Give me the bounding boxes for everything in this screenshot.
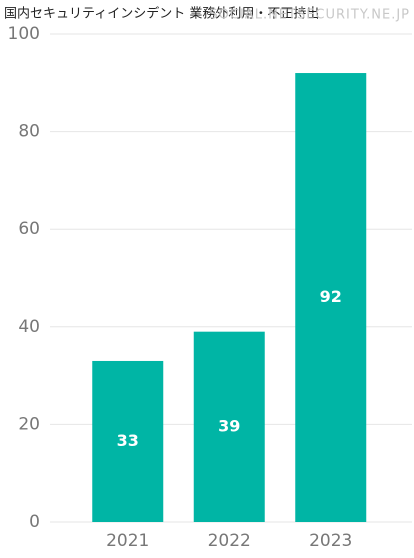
y-tick-label: 80 xyxy=(18,122,40,142)
value-label: 33 xyxy=(117,431,139,450)
y-tick-label: 40 xyxy=(18,317,40,337)
bar xyxy=(92,360,164,522)
chart-title: 国内セキュリティインシデント 業務外利用・不正持出 xyxy=(4,6,319,22)
bar xyxy=(295,73,367,522)
y-tick-label: 100 xyxy=(8,24,40,44)
watermark: SOCIAL.NETSECURITY.NE.JP xyxy=(209,8,410,23)
x-tick-label: 2023 xyxy=(309,531,352,551)
x-tick-label: 2021 xyxy=(106,531,149,551)
y-tick-label: 0 xyxy=(29,512,40,532)
x-tick-label: 2022 xyxy=(208,531,251,551)
y-tick-label: 20 xyxy=(18,414,40,434)
bar xyxy=(193,331,265,522)
y-tick-label: 60 xyxy=(18,219,40,239)
value-label: 39 xyxy=(218,416,240,435)
value-label: 92 xyxy=(320,287,342,306)
